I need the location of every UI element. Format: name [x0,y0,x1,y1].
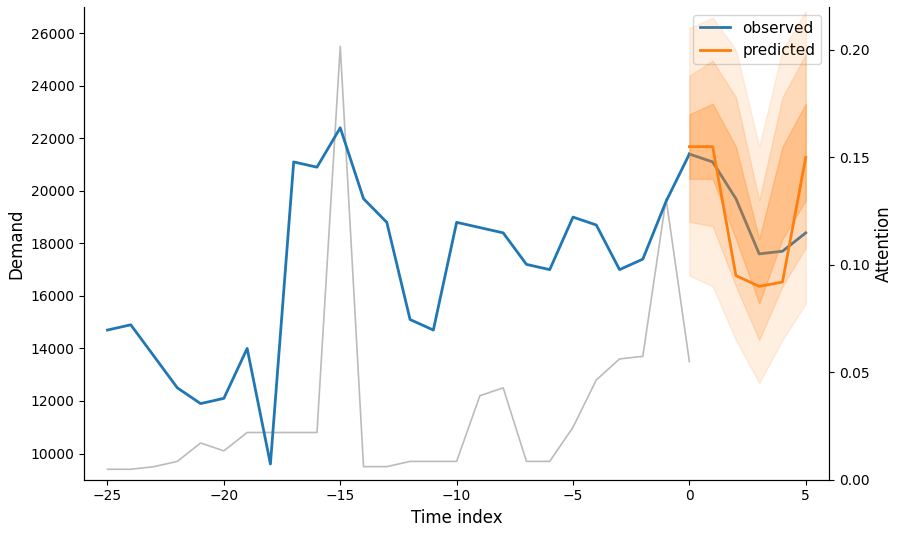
observed [358,195,369,202]
predicted [684,144,695,150]
predicted [707,144,718,150]
Y-axis label: Demand: Demand [7,208,25,279]
observed [614,266,625,273]
Line: observed: observed [107,128,689,464]
observed [195,400,206,407]
observed [219,395,230,402]
observed [405,316,416,323]
predicted [800,154,811,161]
observed [311,164,322,170]
observed [148,353,159,359]
observed [544,266,555,273]
predicted [731,272,742,279]
observed [125,321,136,328]
observed [591,222,602,228]
X-axis label: Time index: Time index [410,509,502,527]
observed [661,198,671,205]
Y-axis label: Attention: Attention [875,205,893,281]
observed [474,224,485,231]
observed [498,230,508,236]
Line: predicted: predicted [689,147,806,286]
observed [637,256,648,262]
observed [568,214,579,221]
observed [451,219,462,225]
observed [172,384,183,391]
observed [428,327,438,333]
observed [684,151,695,157]
observed [288,159,299,165]
observed [102,327,112,333]
observed [265,461,275,467]
predicted [754,283,765,289]
predicted [777,279,788,285]
Legend: observed, predicted: observed, predicted [693,14,822,65]
observed [382,219,392,225]
observed [335,124,346,131]
observed [242,345,253,352]
observed [521,261,532,268]
